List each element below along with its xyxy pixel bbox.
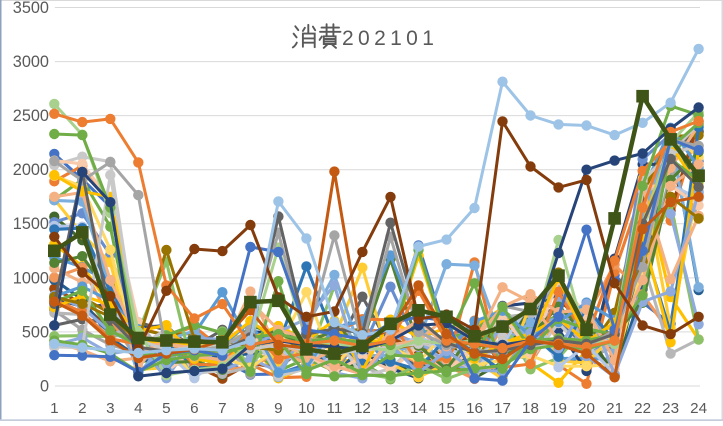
svg-text:202101: 202101 <box>342 27 438 50</box>
svg-text:21: 21 <box>606 400 623 417</box>
svg-text:3500: 3500 <box>13 0 49 17</box>
svg-text:12: 12 <box>354 400 371 417</box>
svg-text:20: 20 <box>578 400 595 417</box>
svg-text:6: 6 <box>190 400 198 417</box>
svg-text:13: 13 <box>382 400 399 417</box>
svg-text:5: 5 <box>162 400 170 417</box>
svg-text:19: 19 <box>550 400 567 417</box>
svg-text:0: 0 <box>40 377 49 395</box>
svg-text:4: 4 <box>134 400 142 417</box>
svg-text:17: 17 <box>494 400 511 417</box>
svg-text:2500: 2500 <box>13 107 49 125</box>
svg-text:500: 500 <box>22 323 49 341</box>
svg-text:18: 18 <box>522 400 539 417</box>
svg-text:1500: 1500 <box>13 215 49 233</box>
svg-text:15: 15 <box>438 400 455 417</box>
svg-text:2: 2 <box>78 400 86 417</box>
svg-text:1: 1 <box>50 400 58 417</box>
svg-text:3000: 3000 <box>13 53 49 71</box>
svg-text:10: 10 <box>298 400 315 417</box>
svg-text:3: 3 <box>106 400 114 417</box>
svg-text:8: 8 <box>246 400 254 417</box>
svg-text:9: 9 <box>274 400 282 417</box>
svg-text:2000: 2000 <box>13 161 49 179</box>
svg-text:7: 7 <box>218 400 226 417</box>
svg-text:14: 14 <box>410 400 427 417</box>
svg-text:16: 16 <box>466 400 483 417</box>
svg-text:24: 24 <box>690 400 707 417</box>
svg-text:23: 23 <box>662 400 679 417</box>
svg-text:11: 11 <box>327 400 343 417</box>
svg-text:22: 22 <box>634 400 651 417</box>
svg-text:1000: 1000 <box>13 269 49 287</box>
